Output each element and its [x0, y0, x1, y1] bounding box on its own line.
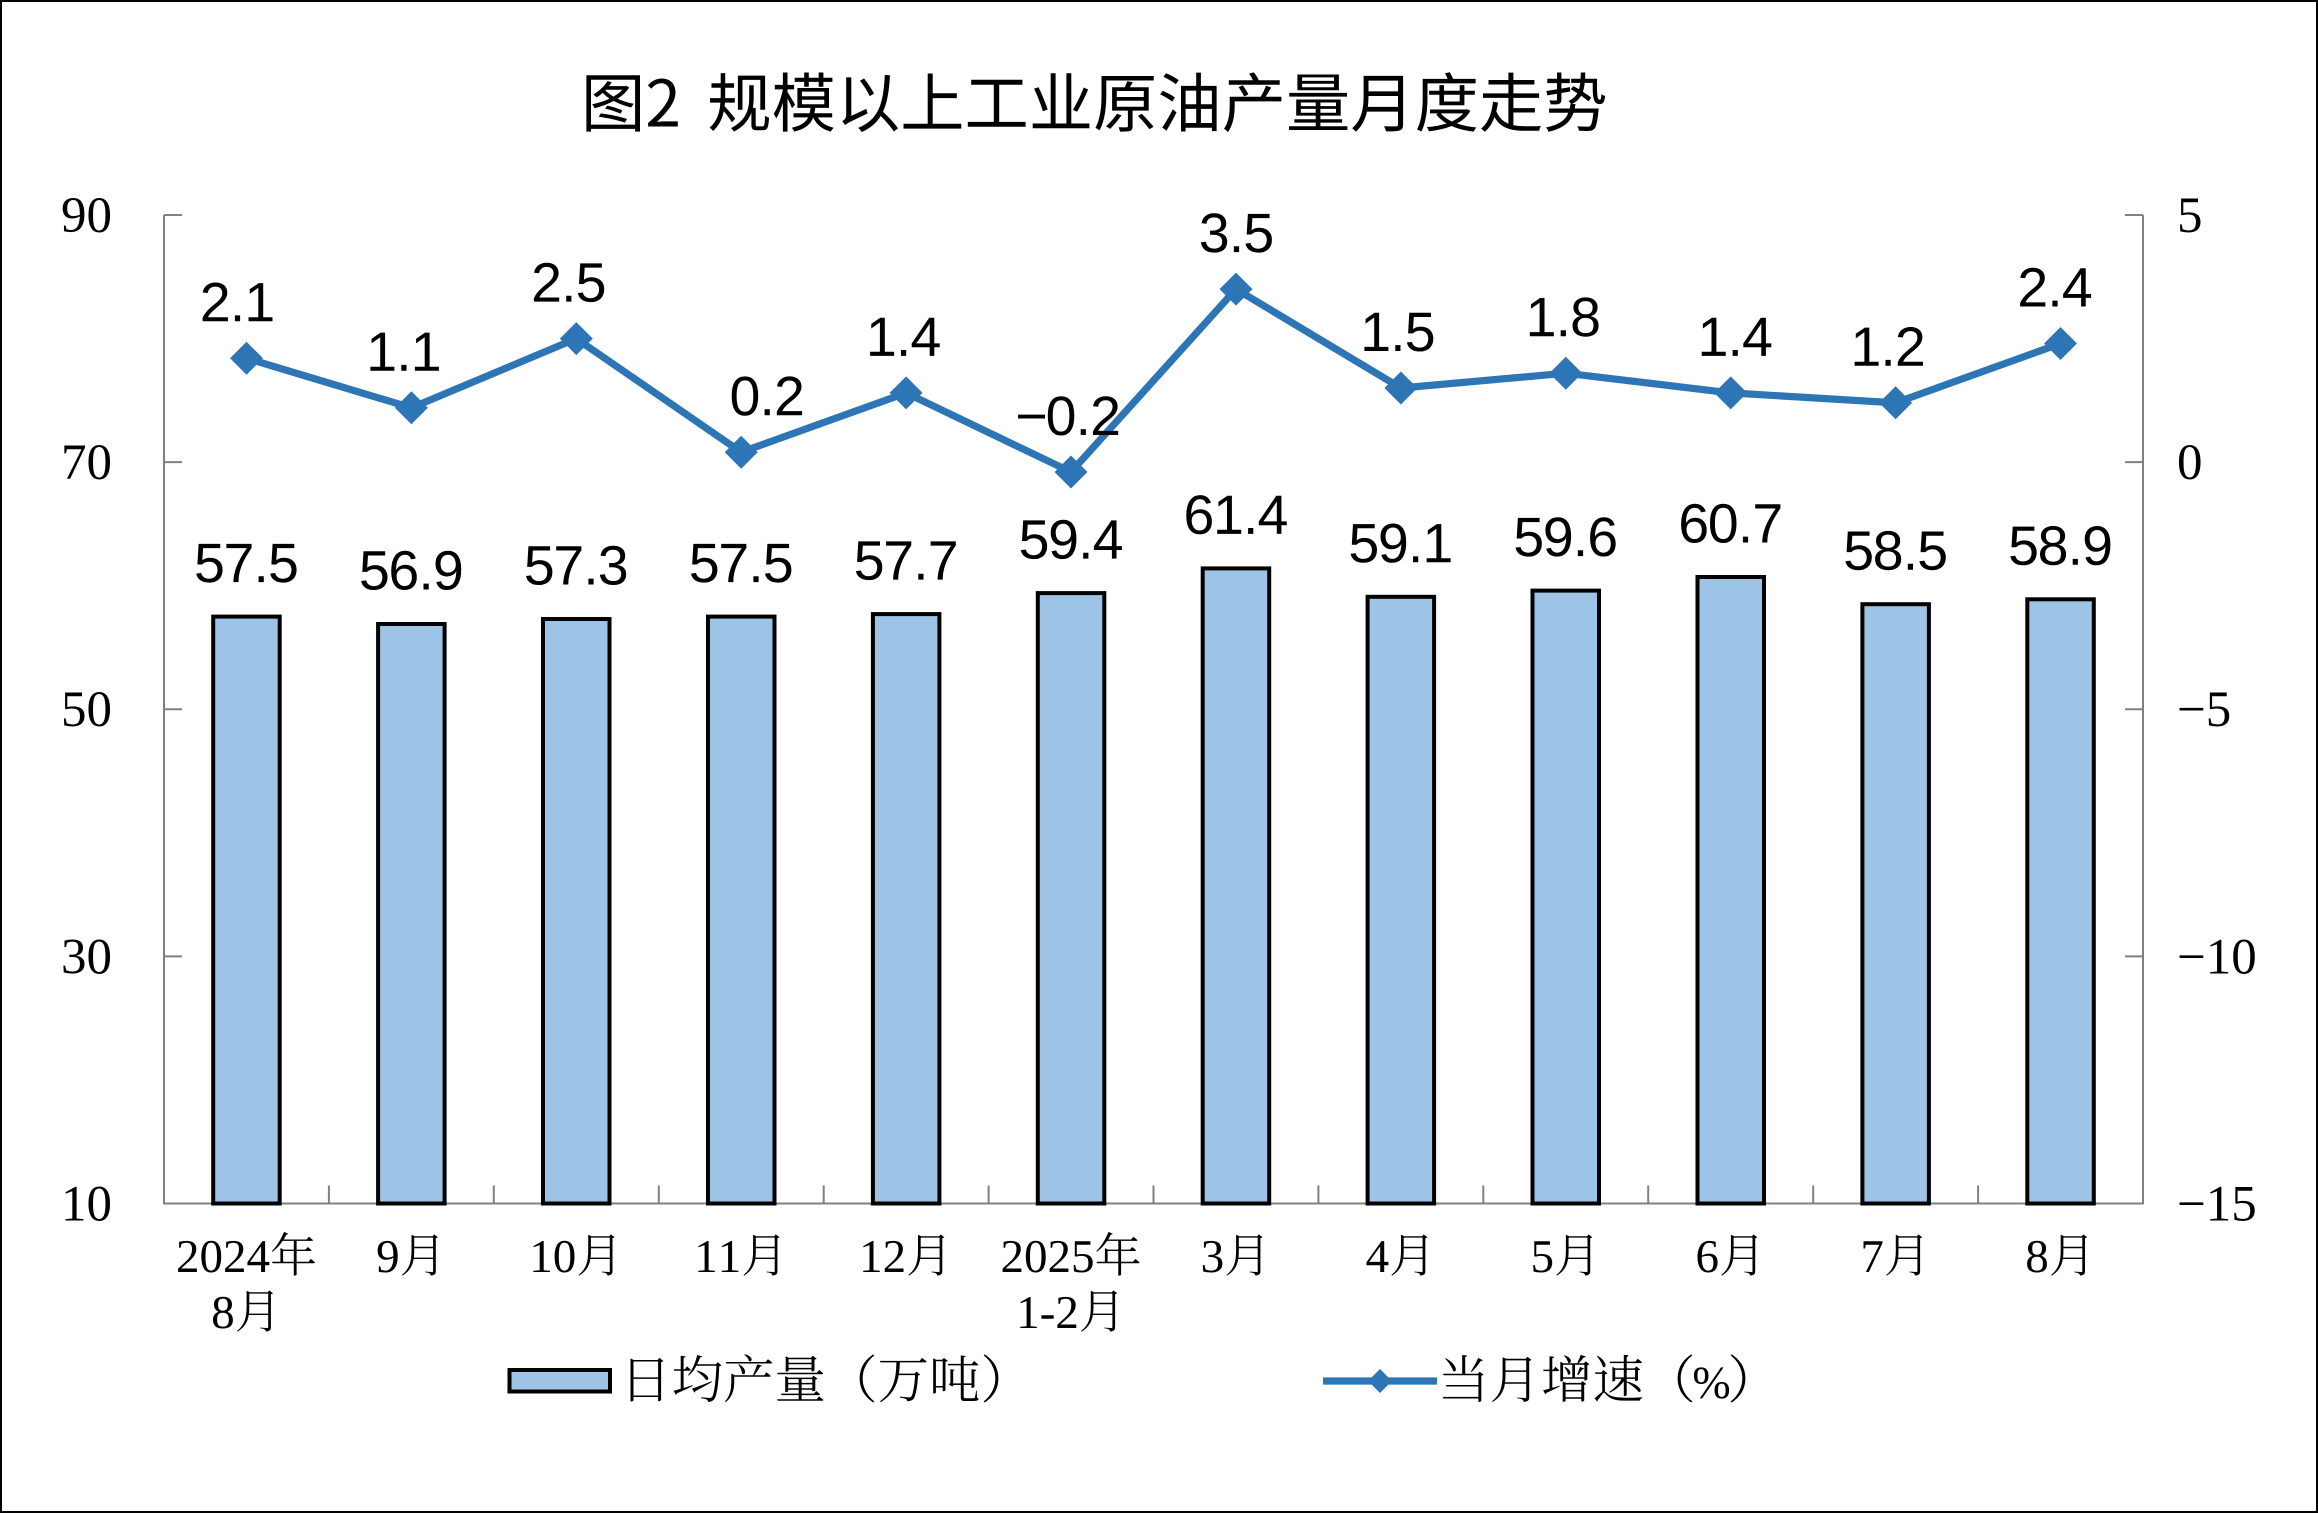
svg-text:90: 90 [61, 188, 112, 244]
svg-text:5: 5 [2177, 188, 2203, 244]
svg-text:0: 0 [2177, 435, 2203, 491]
svg-text:−5: −5 [2177, 682, 2231, 738]
svg-text:−15: −15 [2177, 1176, 2257, 1232]
svg-text:50: 50 [61, 682, 112, 738]
svg-text:70: 70 [61, 435, 112, 491]
svg-text:10: 10 [61, 1176, 112, 1232]
svg-text:30: 30 [61, 929, 112, 985]
svg-text:−10: −10 [2177, 929, 2257, 985]
